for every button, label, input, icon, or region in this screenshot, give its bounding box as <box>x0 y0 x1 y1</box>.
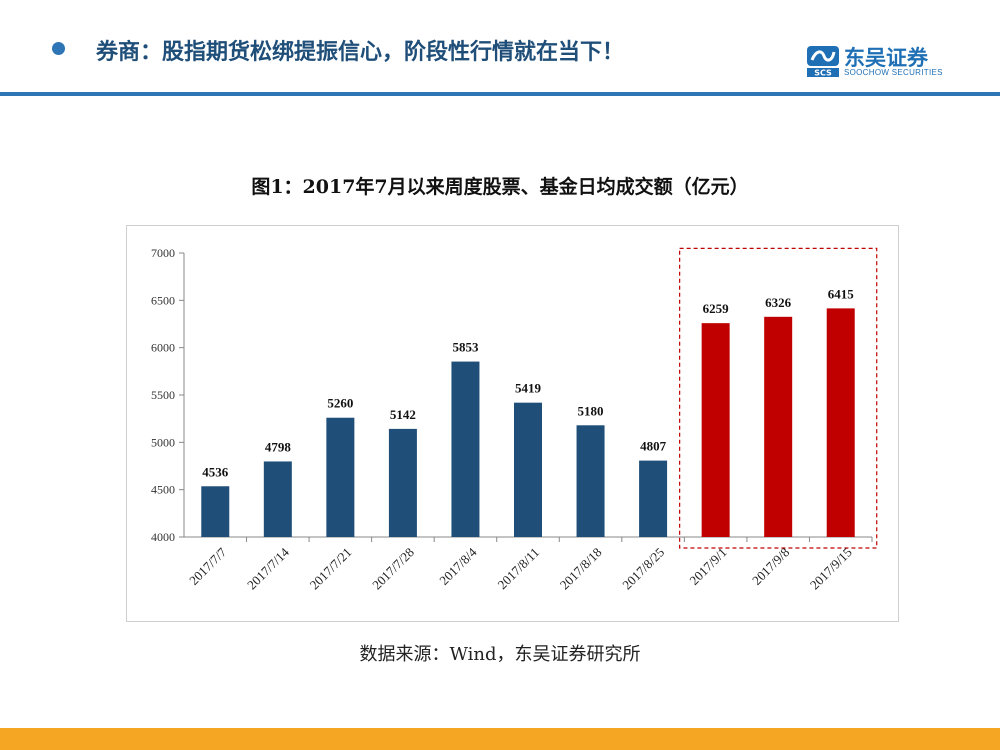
x-tick-label: 2017/8/4 <box>436 544 480 588</box>
y-tick-label: 5500 <box>151 388 175 402</box>
header-divider <box>0 92 1000 96</box>
footer-bar <box>0 728 1000 750</box>
y-tick-label: 7000 <box>151 246 175 260</box>
y-tick-label: 5000 <box>151 435 175 449</box>
data-label: 5853 <box>452 340 479 355</box>
bar <box>639 460 668 537</box>
x-tick-label: 2017/7/28 <box>369 545 417 593</box>
data-label: 5419 <box>515 381 542 396</box>
bar <box>764 316 793 537</box>
chart-area: 4000 4500 5000 5500 6000 6500 7000 4536 2017/7/7… <box>126 225 899 622</box>
bar <box>701 323 730 537</box>
slide-headline: 券商：股指期货松绑提振信心，阶段性行情就在当下！ <box>96 40 625 65</box>
data-label: 5260 <box>327 396 353 411</box>
data-label: 4807 <box>640 439 667 454</box>
bar <box>388 428 417 537</box>
svg-text:SCS: SCS <box>814 69 832 78</box>
bullet-icon <box>52 42 65 55</box>
y-tick-label: 6500 <box>151 293 175 307</box>
highlight-box <box>679 247 878 549</box>
bar <box>514 402 542 537</box>
data-label: 6259 <box>703 301 730 316</box>
data-label: 4798 <box>265 439 292 454</box>
x-tick-label: 2017/8/25 <box>619 545 667 593</box>
data-label: 6415 <box>828 286 855 301</box>
logo-name: 东吴证券 <box>844 46 928 70</box>
x-tick-label: 2017/7/21 <box>307 545 355 593</box>
x-tick-label: 2017/9/1 <box>686 545 729 588</box>
data-label: 6326 <box>765 295 792 310</box>
x-tick-label: 2017/8/18 <box>557 545 605 593</box>
logo-subtitle: SOOCHOW SECURITIES <box>844 68 943 77</box>
y-tick-label: 6000 <box>151 341 175 355</box>
company-logo: SCS 东吴证券 SOOCHOW SECURITIES <box>806 44 956 80</box>
chart-title: 图1：2017年7月以来周度股票、基金日均成交额（亿元） <box>251 176 749 198</box>
data-label: 5180 <box>578 403 604 418</box>
source-note: 数据来源：Wind，东吴证券研究所 <box>359 644 641 665</box>
bar <box>263 461 292 537</box>
bar <box>576 425 605 537</box>
logo-mark-icon: SCS <box>807 46 839 78</box>
bar-chart: 4000 4500 5000 5500 6000 6500 7000 4536 2017/7/7… <box>151 246 878 593</box>
x-tick-label: 2017/7/7 <box>186 544 230 588</box>
y-tick-label: 4000 <box>151 530 175 544</box>
bar <box>201 486 230 537</box>
y-tick-label: 4500 <box>151 483 175 497</box>
x-tick-label: 2017/7/14 <box>244 544 292 592</box>
data-label: 4536 <box>202 464 229 479</box>
bar <box>451 361 480 537</box>
bar <box>826 308 855 537</box>
data-label: 5142 <box>390 407 416 422</box>
bar <box>326 417 355 537</box>
x-tick-label: 2017/9/15 <box>807 545 855 593</box>
x-tick-label: 2017/9/8 <box>749 545 792 588</box>
x-tick-label: 2017/8/11 <box>495 545 543 593</box>
